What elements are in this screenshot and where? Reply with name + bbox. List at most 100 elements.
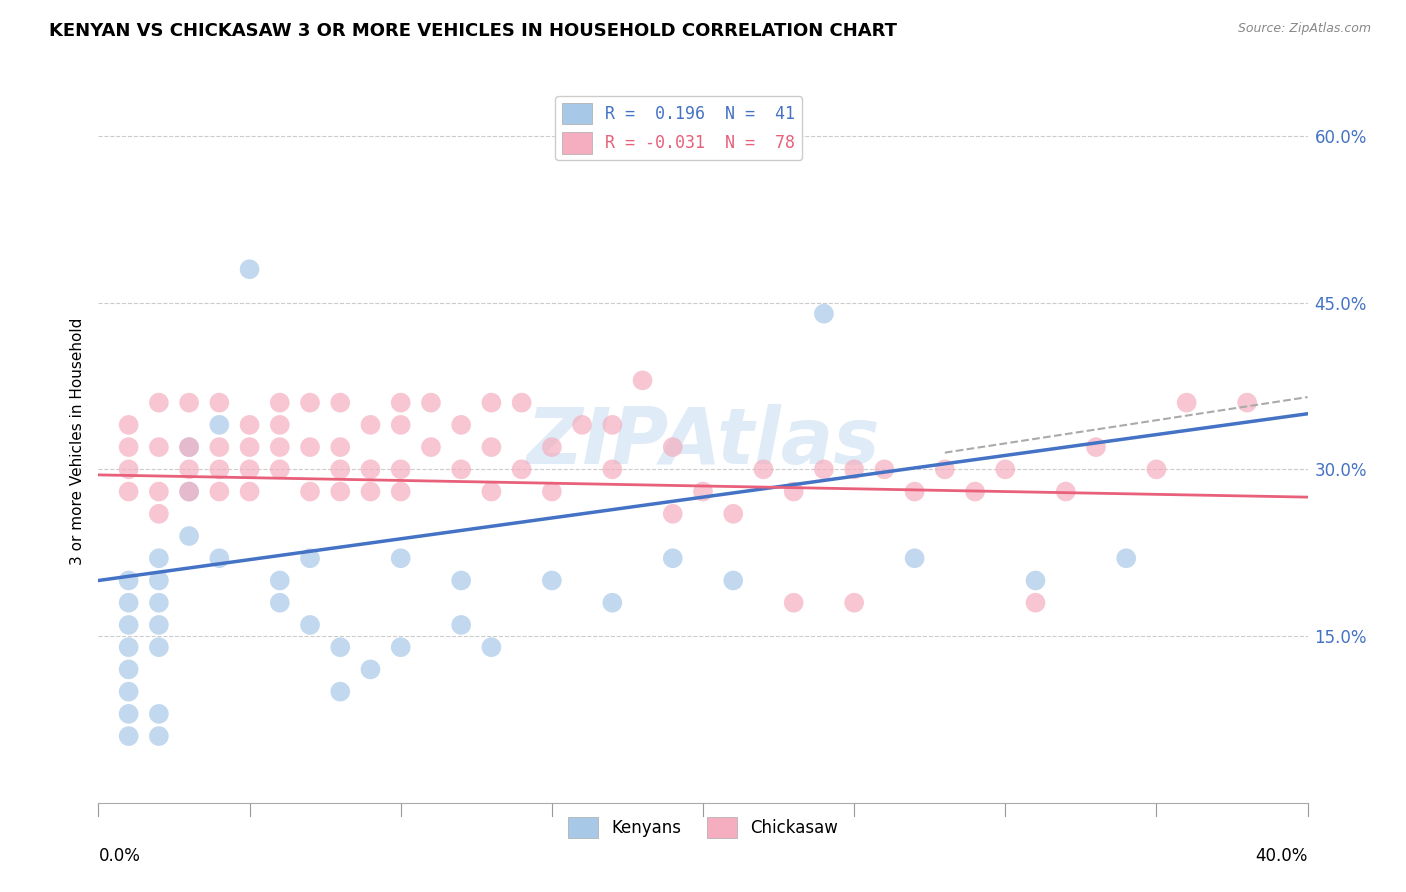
Point bbox=[329, 484, 352, 499]
Point bbox=[965, 484, 987, 499]
Point bbox=[661, 551, 683, 566]
Point bbox=[179, 462, 201, 476]
Point bbox=[269, 596, 291, 610]
Point bbox=[602, 462, 624, 476]
Point bbox=[631, 373, 654, 387]
Point bbox=[148, 440, 170, 454]
Point bbox=[148, 551, 170, 566]
Point bbox=[208, 551, 231, 566]
Point bbox=[389, 551, 412, 566]
Point bbox=[329, 440, 352, 454]
Point bbox=[783, 484, 806, 499]
Point bbox=[299, 551, 322, 566]
Point bbox=[239, 462, 262, 476]
Point bbox=[269, 440, 291, 454]
Point bbox=[540, 484, 562, 499]
Point bbox=[239, 440, 262, 454]
Point bbox=[481, 440, 503, 454]
Point bbox=[118, 596, 141, 610]
Point bbox=[692, 484, 714, 499]
Point bbox=[1236, 395, 1258, 409]
Point bbox=[329, 395, 352, 409]
Point bbox=[299, 618, 322, 632]
Point bbox=[299, 484, 322, 499]
Point bbox=[179, 440, 201, 454]
Point bbox=[208, 484, 231, 499]
Point bbox=[510, 395, 533, 409]
Point bbox=[389, 484, 412, 499]
Point bbox=[118, 440, 141, 454]
Point bbox=[118, 462, 141, 476]
Point bbox=[179, 395, 201, 409]
Point bbox=[1024, 574, 1046, 588]
Point bbox=[179, 529, 201, 543]
Point bbox=[661, 440, 683, 454]
Point bbox=[723, 507, 745, 521]
Point bbox=[904, 484, 927, 499]
Point bbox=[118, 417, 141, 432]
Point bbox=[389, 417, 412, 432]
Text: Source: ZipAtlas.com: Source: ZipAtlas.com bbox=[1237, 22, 1371, 36]
Point bbox=[269, 462, 291, 476]
Point bbox=[239, 484, 262, 499]
Point bbox=[481, 395, 503, 409]
Point bbox=[752, 462, 775, 476]
Point bbox=[148, 395, 170, 409]
Point bbox=[118, 484, 141, 499]
Point bbox=[813, 307, 835, 321]
Point bbox=[873, 462, 896, 476]
Point bbox=[420, 395, 443, 409]
Point bbox=[148, 729, 170, 743]
Point bbox=[571, 417, 593, 432]
Point bbox=[118, 574, 141, 588]
Point bbox=[481, 484, 503, 499]
Point bbox=[360, 662, 382, 676]
Point bbox=[844, 596, 866, 610]
Point bbox=[148, 484, 170, 499]
Point bbox=[118, 662, 141, 676]
Point bbox=[602, 417, 624, 432]
Point bbox=[208, 440, 231, 454]
Point bbox=[450, 417, 472, 432]
Point bbox=[329, 684, 352, 698]
Point bbox=[450, 574, 472, 588]
Point bbox=[1175, 395, 1198, 409]
Point bbox=[239, 262, 262, 277]
Point bbox=[723, 574, 745, 588]
Point bbox=[329, 462, 352, 476]
Text: 40.0%: 40.0% bbox=[1256, 847, 1308, 865]
Point bbox=[934, 462, 956, 476]
Point bbox=[118, 706, 141, 721]
Point bbox=[389, 395, 412, 409]
Point bbox=[420, 440, 443, 454]
Point bbox=[813, 462, 835, 476]
Point bbox=[299, 440, 322, 454]
Point bbox=[844, 462, 866, 476]
Text: 0.0%: 0.0% bbox=[98, 847, 141, 865]
Point bbox=[1024, 596, 1046, 610]
Point bbox=[208, 462, 231, 476]
Point bbox=[783, 596, 806, 610]
Point bbox=[510, 462, 533, 476]
Point bbox=[481, 640, 503, 655]
Point bbox=[148, 574, 170, 588]
Point bbox=[450, 462, 472, 476]
Point bbox=[118, 640, 141, 655]
Point bbox=[179, 484, 201, 499]
Point bbox=[389, 462, 412, 476]
Point bbox=[208, 417, 231, 432]
Point bbox=[1115, 551, 1137, 566]
Text: ZIPAtlas: ZIPAtlas bbox=[526, 403, 880, 480]
Point bbox=[389, 640, 412, 655]
Point bbox=[148, 596, 170, 610]
Text: KENYAN VS CHICKASAW 3 OR MORE VEHICLES IN HOUSEHOLD CORRELATION CHART: KENYAN VS CHICKASAW 3 OR MORE VEHICLES I… bbox=[49, 22, 897, 40]
Point bbox=[118, 618, 141, 632]
Point bbox=[148, 706, 170, 721]
Point bbox=[329, 640, 352, 655]
Point bbox=[269, 574, 291, 588]
Point bbox=[994, 462, 1017, 476]
Point bbox=[1144, 462, 1167, 476]
Y-axis label: 3 or more Vehicles in Household: 3 or more Vehicles in Household bbox=[69, 318, 84, 566]
Point bbox=[208, 395, 231, 409]
Point bbox=[179, 484, 201, 499]
